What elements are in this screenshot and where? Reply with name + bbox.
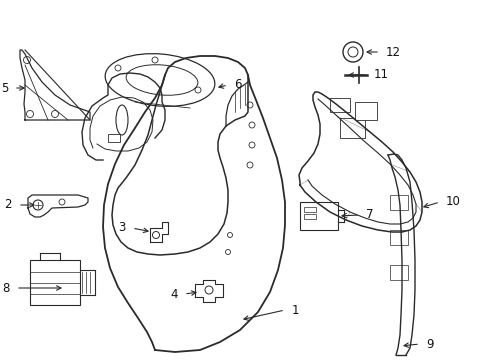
- Text: 6: 6: [234, 78, 241, 91]
- FancyBboxPatch shape: [339, 118, 364, 138]
- Text: 4: 4: [170, 288, 178, 301]
- Text: 10: 10: [445, 195, 460, 208]
- Text: 8: 8: [2, 282, 10, 294]
- Text: 5: 5: [0, 81, 8, 94]
- FancyBboxPatch shape: [329, 98, 349, 112]
- FancyBboxPatch shape: [389, 265, 407, 280]
- FancyBboxPatch shape: [304, 207, 315, 212]
- FancyBboxPatch shape: [389, 195, 407, 210]
- FancyBboxPatch shape: [299, 202, 337, 230]
- FancyBboxPatch shape: [354, 102, 376, 120]
- FancyBboxPatch shape: [30, 260, 80, 305]
- Text: 11: 11: [373, 68, 388, 81]
- FancyBboxPatch shape: [389, 230, 407, 245]
- Text: 3: 3: [119, 221, 126, 234]
- FancyBboxPatch shape: [108, 134, 120, 142]
- Text: 2: 2: [4, 198, 12, 211]
- Text: 7: 7: [365, 208, 373, 221]
- Text: 12: 12: [385, 45, 400, 58]
- FancyBboxPatch shape: [304, 214, 315, 219]
- Text: 1: 1: [291, 303, 299, 316]
- Text: 9: 9: [425, 338, 433, 351]
